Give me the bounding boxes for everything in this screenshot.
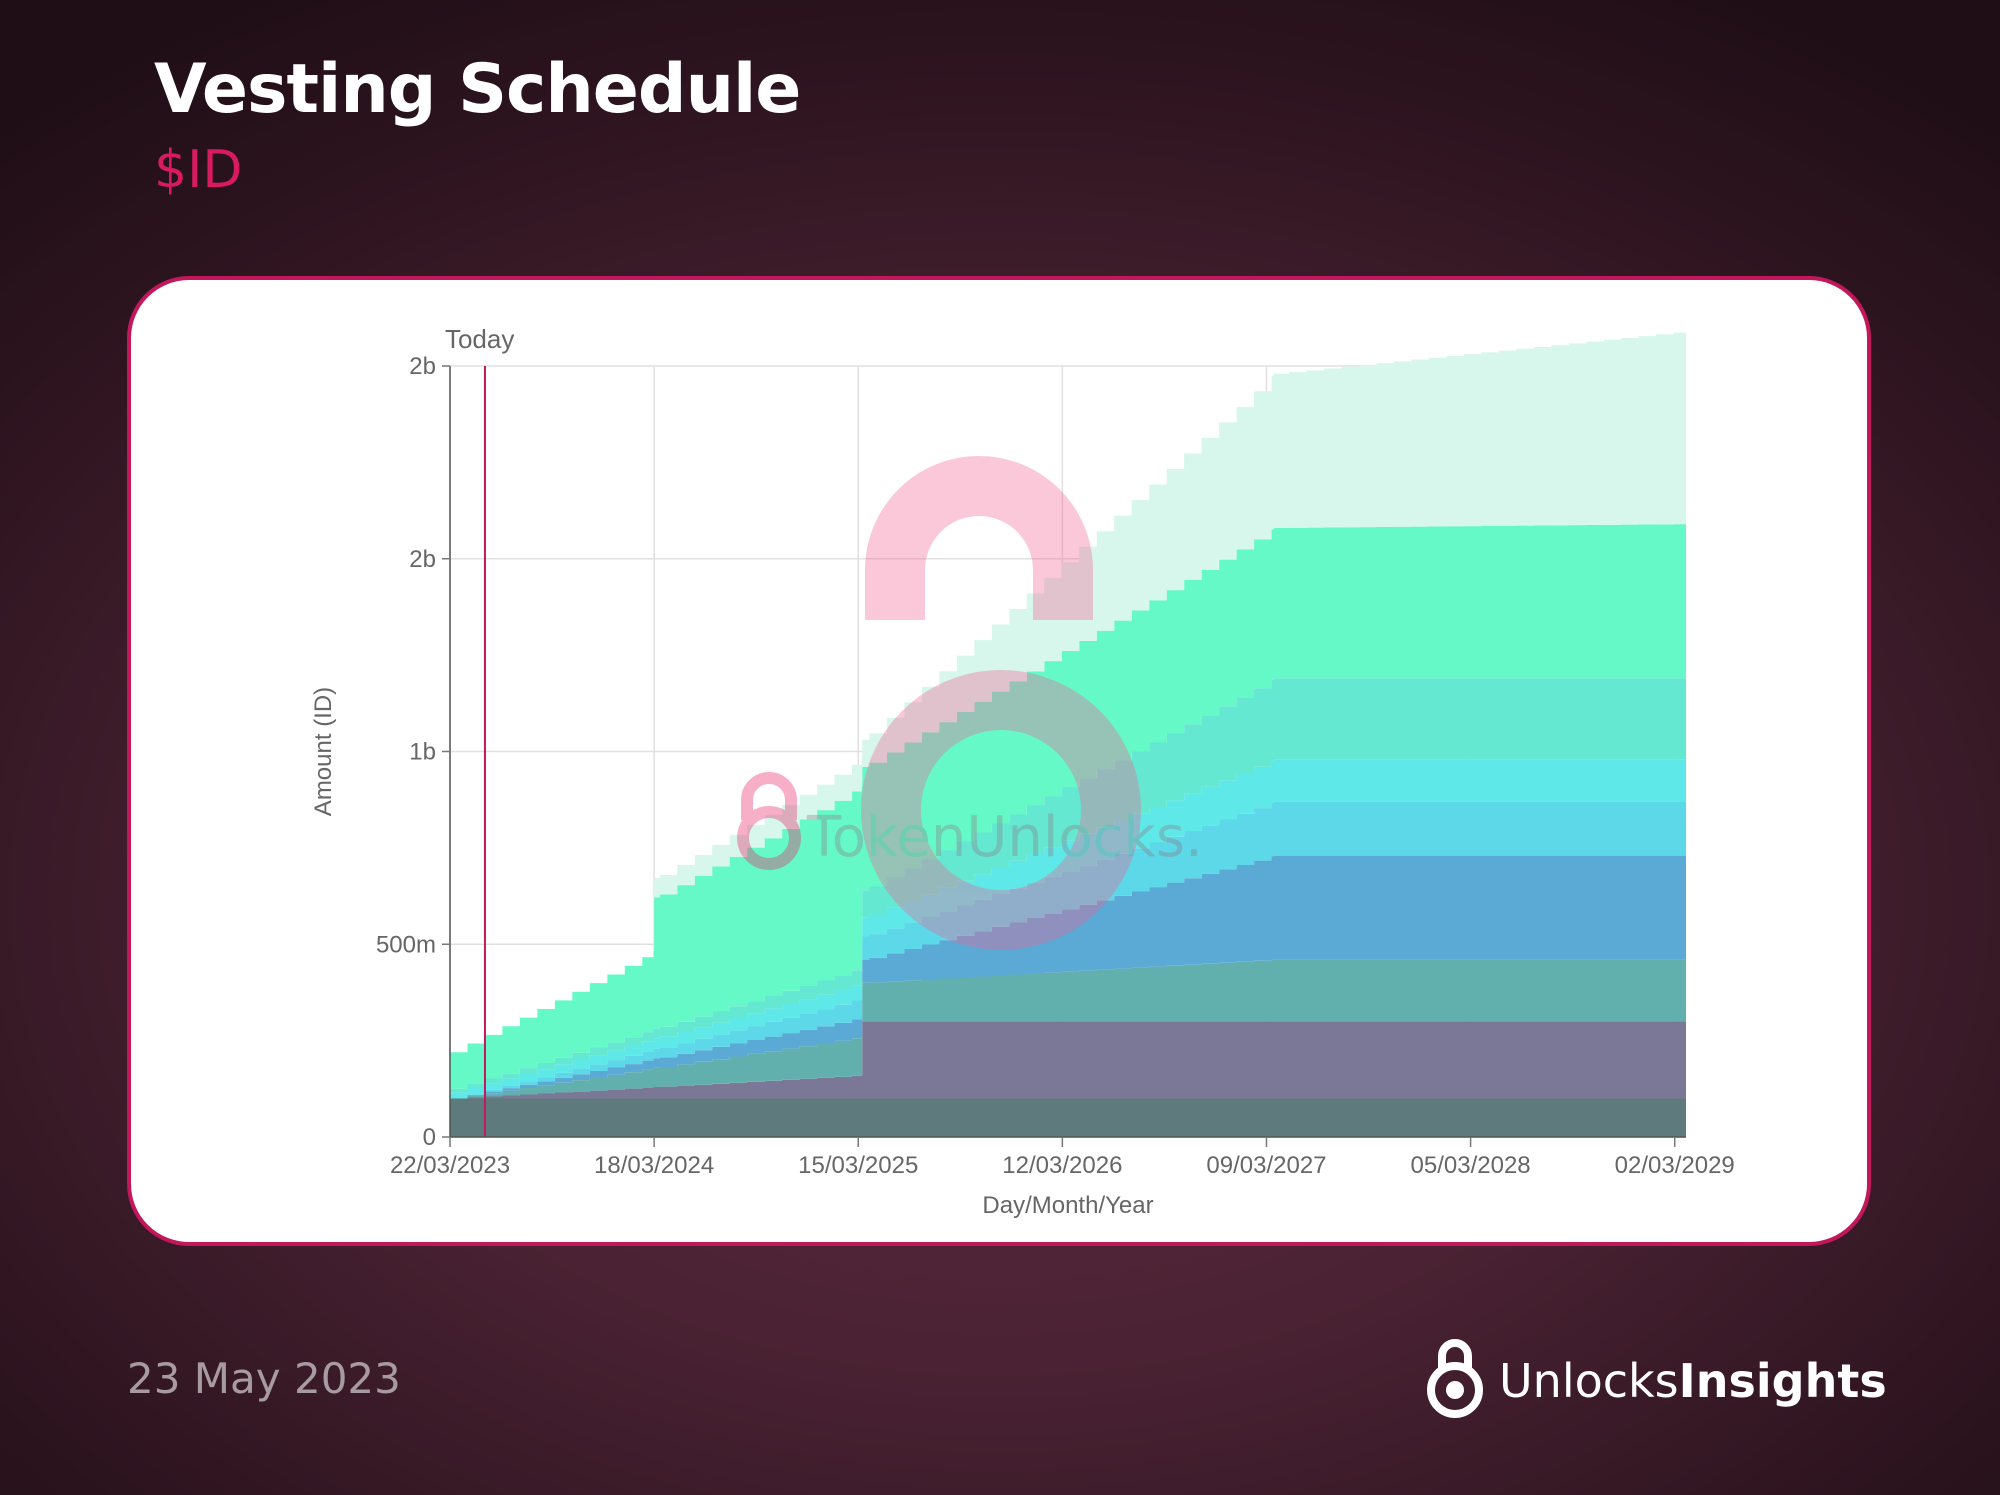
y-axis-title: Amount (ID) — [310, 687, 337, 816]
x-tick-label: 18/03/2024 — [594, 1152, 714, 1179]
watermark-lock-icon — [861, 456, 1141, 950]
x-axis-title: Day/Month/Year — [982, 1192, 1153, 1219]
report-date: 23 May 2023 — [127, 1354, 401, 1403]
today-label: Today — [445, 324, 514, 354]
x-tick-label: 02/03/2029 — [1615, 1152, 1735, 1179]
x-tick-label: 22/03/2023 — [390, 1152, 510, 1179]
x-tick-label: 09/03/2027 — [1206, 1152, 1326, 1179]
y-tick-label: 2b — [409, 546, 436, 573]
token-ticker: $ID — [154, 140, 243, 200]
series-area-1 — [450, 1098, 1686, 1137]
y-tick-label: 1b — [409, 739, 436, 766]
series-area-8 — [450, 524, 1686, 1089]
y-tick-label: 2b — [409, 353, 436, 380]
series-areas — [450, 331, 1686, 1137]
brand-unlocks: Unlocks — [1499, 1354, 1679, 1408]
series-area-7 — [450, 678, 1686, 1093]
vesting-chart: TokenUnlocks. Today 0 500m 1b 2b 2b 22/03/2023… — [310, 324, 1735, 1219]
series-area-6 — [450, 759, 1686, 1099]
series-area-9 — [450, 331, 1686, 1053]
lock-icon — [1427, 1339, 1483, 1418]
unlocks-insights-logo: UnlocksInsights — [1415, 1334, 1887, 1424]
x-tick-label: 12/03/2026 — [1002, 1152, 1122, 1179]
watermark-small-lock-icon — [737, 772, 801, 870]
y-tick-label: 500m — [376, 931, 436, 958]
axes: Today 0 500m 1b 2b 2b 22/03/2023 18/03/2024 15/0… — [310, 324, 1735, 1219]
x-tick-label: 05/03/2028 — [1411, 1152, 1531, 1179]
y-tick-label: 0 — [423, 1124, 436, 1151]
page-title: Vesting Schedule — [154, 50, 801, 129]
series-area-5 — [450, 801, 1686, 1099]
series-area-3 — [450, 959, 1686, 1099]
watermark: TokenUnlocks. — [737, 456, 1203, 950]
series-area-4 — [450, 855, 1686, 1099]
chart-card: TokenUnlocks. Today 0 500m 1b 2b 2b 22/03/2023… — [127, 276, 1871, 1246]
watermark-text: TokenUnlocks. — [806, 805, 1203, 870]
x-tick-label: 15/03/2025 — [798, 1152, 918, 1179]
brand-insights: Insights — [1678, 1354, 1887, 1408]
series-area-2 — [450, 1021, 1686, 1099]
